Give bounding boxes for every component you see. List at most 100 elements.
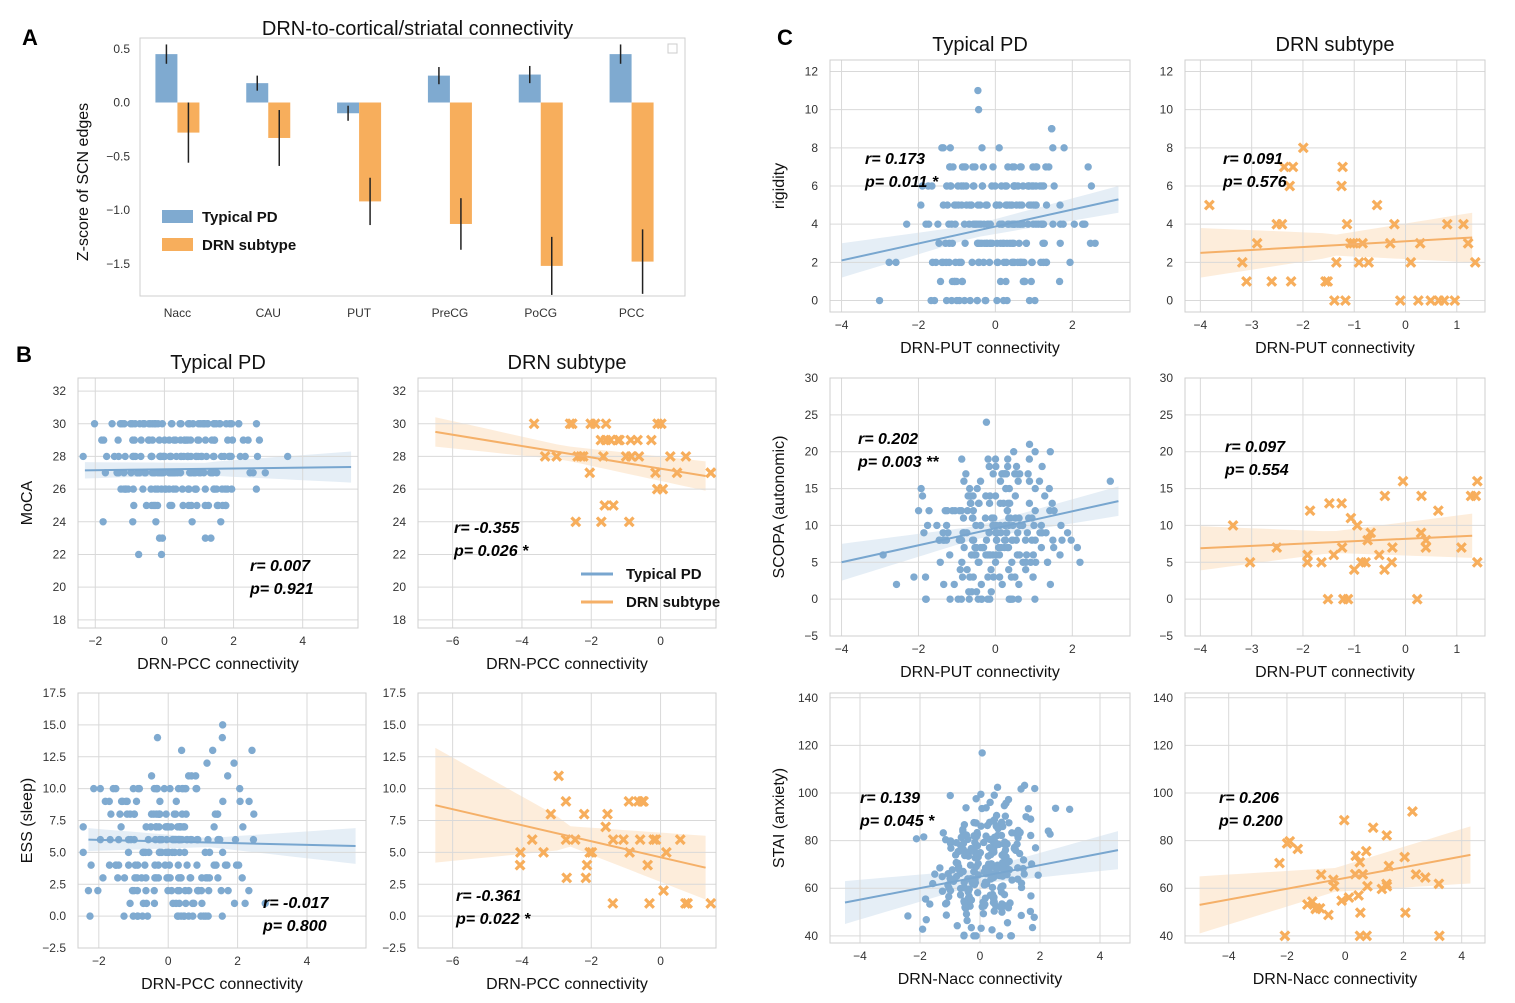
data-point — [657, 483, 669, 495]
data-point — [124, 848, 133, 857]
data-point — [174, 784, 183, 793]
data-point — [1381, 878, 1392, 890]
data-point — [947, 844, 955, 852]
data-point — [982, 832, 990, 840]
y-tick-label: 0.5 — [113, 42, 130, 56]
data-point — [987, 565, 995, 574]
x-tick-label: 2 — [1069, 318, 1076, 332]
y-tick-label: 0.0 — [113, 96, 130, 110]
data-point — [1034, 871, 1042, 879]
data-point — [645, 434, 657, 446]
data-point — [984, 220, 992, 228]
data-point — [977, 822, 985, 830]
data-point — [1354, 907, 1366, 919]
data-point — [1017, 785, 1025, 793]
chart-title: DRN subtype — [508, 352, 627, 374]
data-point — [938, 887, 947, 895]
data-point — [620, 450, 632, 462]
y-tick-label: 10 — [805, 103, 819, 117]
data-point — [170, 436, 178, 444]
data-point — [1337, 593, 1349, 605]
data-point — [218, 912, 226, 920]
data-point — [992, 201, 1001, 209]
data-point — [963, 916, 971, 925]
data-point — [970, 182, 978, 190]
data-point — [951, 220, 959, 228]
stat-r: r= -0.361 — [456, 888, 521, 905]
data-point — [1419, 872, 1431, 883]
data-point — [957, 595, 966, 603]
data-point — [997, 904, 1006, 912]
data-point — [1281, 837, 1293, 849]
chart-title: DRN subtype — [1276, 34, 1395, 56]
data-point — [1005, 514, 1013, 522]
data-point — [1361, 930, 1373, 942]
y-tick-label: 10 — [1160, 518, 1174, 532]
data-point — [917, 484, 925, 493]
x-tick-label: −4 — [835, 318, 849, 332]
data-point — [90, 784, 98, 793]
y-axis-label: rigidity — [771, 163, 788, 209]
data-point — [974, 595, 982, 603]
data-point — [973, 296, 981, 305]
data-point — [228, 485, 236, 493]
data-point — [977, 790, 985, 798]
plot-frame — [829, 59, 1131, 313]
data-point — [1338, 814, 1350, 826]
chart-C5: −4 −2 0 2 4 40 60 80 100 120 140 DRN-Nacc connectiv… — [771, 691, 1131, 988]
y-tick-label: 6 — [1166, 179, 1173, 193]
data-point — [192, 784, 200, 793]
plot-frame — [829, 377, 1131, 637]
data-point — [1433, 930, 1445, 942]
y-tick-label: 140 — [798, 691, 818, 705]
data-point — [1027, 277, 1035, 286]
data-point — [1015, 239, 1023, 247]
data-point — [1470, 490, 1482, 502]
data-point — [1355, 556, 1367, 568]
data-point — [993, 783, 1002, 792]
data-point — [189, 912, 197, 920]
y-tick-label: 12 — [805, 64, 819, 78]
data-point — [1081, 220, 1089, 228]
y-tick-label: −1.0 — [106, 203, 130, 217]
x-axis-label: DRN-PUT connectivity — [1255, 664, 1415, 681]
y-tick-label: 0.0 — [49, 909, 66, 923]
data-point — [1032, 201, 1040, 209]
data-point — [1399, 851, 1411, 863]
data-point — [955, 536, 964, 544]
data-point — [1004, 455, 1012, 463]
x-axis-label: DRN-PUT connectivity — [900, 664, 1060, 681]
data-point — [1002, 182, 1011, 190]
data-point — [129, 518, 137, 526]
data-point — [1022, 558, 1030, 566]
data-point — [960, 932, 968, 940]
data-point — [963, 565, 971, 574]
data-point — [936, 864, 944, 872]
data-point — [1029, 220, 1037, 228]
data-point — [1455, 542, 1467, 554]
confidence-band — [435, 747, 706, 900]
data-point — [942, 899, 951, 907]
data-point — [958, 573, 967, 581]
data-point — [969, 506, 978, 515]
data-point — [1063, 529, 1072, 537]
data-point — [252, 420, 261, 428]
y-tick-label: 26 — [53, 482, 67, 496]
data-point — [224, 886, 232, 895]
data-point — [151, 861, 159, 869]
data-point — [1050, 182, 1058, 190]
data-point — [142, 823, 150, 831]
x-tick-label: −3 — [1245, 318, 1259, 332]
data-point — [1039, 258, 1048, 267]
plot-frame — [1184, 377, 1486, 637]
data-point — [1005, 819, 1013, 827]
data-point — [222, 420, 230, 428]
x-tick-label: −1 — [1347, 318, 1361, 332]
data-point — [177, 874, 185, 882]
data-point — [976, 477, 985, 485]
data-point — [976, 201, 984, 209]
data-point — [1386, 542, 1398, 554]
y-tick-label: 2 — [1166, 255, 1173, 269]
data-point — [993, 536, 1001, 544]
data-point — [1031, 784, 1039, 793]
